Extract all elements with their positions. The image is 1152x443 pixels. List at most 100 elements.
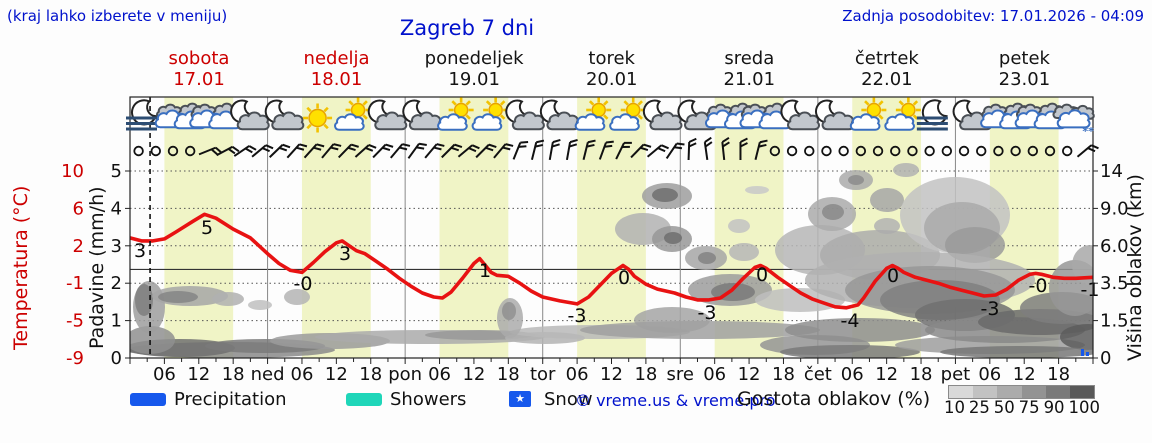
wind-barb-icon	[530, 139, 545, 160]
temp-tick: -5	[66, 311, 84, 332]
temp-value-label: 3	[134, 240, 146, 262]
weather-icon-moon-cloud	[539, 99, 580, 131]
wind-calm-icon	[804, 145, 815, 157]
precipitation-label: Precipitation	[174, 389, 287, 410]
x-hour-label: 18	[910, 364, 933, 385]
temp-tick: 10	[61, 161, 84, 182]
wind-barb-icon	[739, 137, 748, 160]
snow-label: Snow	[544, 389, 593, 410]
weather-icon-sun	[303, 103, 333, 133]
wind-calm-icon	[133, 145, 144, 157]
weather-icon-sun-cloud	[609, 97, 646, 131]
precip-tick: 4	[111, 198, 122, 219]
x-hour-label: 18	[359, 364, 382, 385]
wind-barb-icon	[548, 138, 561, 161]
temp-value-label: 0	[887, 265, 899, 287]
density-step	[1045, 386, 1070, 398]
weather-icon-moon-cloud	[367, 99, 408, 131]
cloud-height-tick: 0	[1100, 348, 1111, 369]
wind-calm-icon	[855, 145, 867, 157]
svg-text:**: **	[1082, 125, 1094, 138]
x-hour-label: 12	[600, 364, 623, 385]
density-tick-label: 10	[944, 398, 965, 417]
weather-icon-moon-cloud	[264, 99, 305, 131]
x-hour-label: 12	[1013, 364, 1036, 385]
wind-barb-icon	[424, 143, 445, 159]
precip-tick: 1	[111, 311, 122, 332]
wind-barb-icon	[389, 143, 411, 159]
daylight-shading	[164, 97, 234, 358]
weather-icon-moon-cloud	[815, 99, 855, 131]
weather-icon-moon-cloud	[402, 99, 442, 131]
x-hour-label: 06	[566, 364, 589, 385]
showers-label: Showers	[390, 389, 467, 410]
density-step	[997, 386, 1022, 398]
cloud-height-tick: 3.5	[1100, 273, 1129, 294]
precip-tick: 3	[111, 236, 122, 257]
cloud-height-tick: 6.0	[1100, 236, 1129, 257]
wind-calm-icon	[821, 145, 832, 157]
wind-calm-icon	[993, 145, 1004, 157]
cloud-height-tick: 14	[1100, 161, 1123, 182]
x-hour-label: 06	[703, 364, 726, 385]
temperature-curve	[130, 212, 1093, 310]
precip-mark	[1086, 352, 1089, 356]
weather-icon-sun-cloud	[334, 97, 371, 131]
cloud-height-tick: 1.5	[1100, 311, 1129, 332]
wind-calm-icon	[1027, 145, 1039, 157]
precipitation-swatch	[130, 393, 166, 406]
cloud-height-tick: 9.0	[1100, 198, 1129, 219]
wind-barb-icon	[754, 139, 768, 160]
wind-barb-icon	[646, 144, 669, 158]
wind-barb-icon	[198, 146, 223, 156]
last-update: Zadnja posodobitev: 17.01.2026 - 04:09	[842, 7, 1144, 25]
temp-tick: 2	[73, 236, 84, 257]
x-hour-label: 18	[497, 364, 520, 385]
density-step	[973, 386, 998, 398]
weather-icon-cloud-snow: **	[1052, 103, 1095, 138]
wind-barb-icon	[286, 143, 308, 159]
x-hour-label: 12	[187, 364, 210, 385]
wind-calm-icon	[838, 145, 849, 157]
day-header-sreda: sreda 21.01	[723, 48, 776, 90]
day-header-petek: petek 23.01	[998, 48, 1051, 90]
wind-calm-icon	[958, 145, 970, 157]
temp-value-label: -1	[1081, 279, 1100, 301]
day-header-četrtek: četrtek 22.01	[854, 48, 919, 90]
wind-barb-icon	[582, 139, 596, 160]
precip-axis-title: Padavine (mm/h)	[86, 186, 108, 350]
wind-barb-icon	[687, 137, 697, 161]
cloud-density-ticks: 10 25 50 75 90 100	[944, 398, 1100, 417]
temp-value-label: 1	[479, 260, 491, 282]
temp-value-label: -3	[698, 302, 717, 324]
wind-calm-icon	[184, 145, 196, 157]
density-tick-label: 50	[993, 398, 1015, 417]
density-tick-label: 75	[1018, 398, 1040, 417]
x-day-label: pet	[941, 364, 971, 385]
x-day-label: sre	[667, 364, 694, 385]
page-title: Zagreb 7 dni	[399, 16, 535, 40]
wind-calm-icon	[769, 145, 781, 157]
temp-value-label: -4	[841, 310, 860, 332]
x-hour-label: 06	[841, 364, 864, 385]
x-day-label: čet	[804, 364, 832, 385]
x-day-label: tor	[530, 364, 556, 385]
wind-barb-icon	[1076, 144, 1099, 158]
daylight-shading	[301, 97, 371, 358]
wind-barb-icon	[354, 144, 377, 158]
cloud-density-label: Gostota oblakov (%)	[737, 388, 931, 410]
wind-calm-icon	[924, 145, 935, 157]
wind-calm-icon	[872, 145, 884, 157]
wind-calm-icon	[786, 145, 798, 157]
day-header-nedelja: nedelja 18.01	[303, 48, 370, 90]
temp-tick: -9	[66, 348, 84, 369]
wind-barb-icon	[565, 138, 578, 161]
wind-barb-icon	[512, 141, 529, 160]
weather-icon-sun-cloud	[471, 97, 509, 131]
copyright-link[interactable]: © vreme.us & vreme.pro	[575, 391, 776, 410]
weather-icon-moon-fog	[126, 99, 157, 131]
weather-icon-moon-cloud	[230, 99, 270, 131]
x-hour-label: 12	[462, 364, 485, 385]
x-day-label: pon	[388, 364, 422, 385]
